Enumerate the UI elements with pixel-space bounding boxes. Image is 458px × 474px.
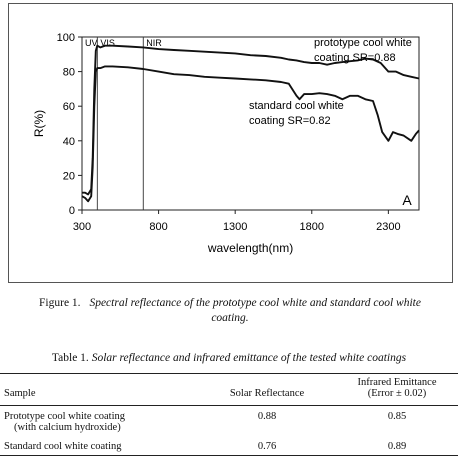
region-label: NIR — [146, 38, 162, 48]
header-solar-reflectance: Solar Reflectance — [198, 373, 336, 406]
table-caption-text: Solar reflectance and infrared emittance… — [91, 352, 407, 364]
row-sample: Prototype cool white coating — [4, 411, 126, 422]
y-tick-label: 0 — [69, 205, 75, 217]
panel-label: A — [402, 192, 412, 208]
results-table: Sample Solar Reflectance Infrared Emitta… — [0, 373, 458, 456]
row-solar: 0.88 — [257, 411, 277, 422]
table-header-row: Sample Solar Reflectance Infrared Emitta… — [0, 373, 458, 406]
header-sample: Sample — [0, 373, 198, 406]
y-axis-label: R(%) — [32, 110, 46, 137]
series-annotation: coating SR=0.88 — [314, 52, 396, 64]
row-sample-cell: Prototype cool white coating (with calci… — [0, 406, 198, 437]
figure-frame: 0 20 40 60 80 100 300 800 1300 1800 2300 wavelength… — [8, 3, 453, 283]
header-ir-line2: (Error ± 0.02) — [367, 388, 427, 399]
table-label: Table 1. — [51, 352, 89, 364]
spectral-reflectance-chart: 0 20 40 60 80 100 300 800 1300 1800 2300 wavelength… — [32, 32, 420, 255]
header-infrared-emittance: Infrared Emittance (Error ± 0.02) — [336, 373, 458, 406]
y-tick-label: 40 — [63, 136, 75, 148]
plot-area — [81, 36, 420, 211]
figure-label: Figure 1. — [39, 297, 81, 309]
figure-caption: Figure 1. Spectral reflectance of the pr… — [20, 296, 440, 326]
row-ir: 0.85 — [387, 411, 407, 422]
row-sample: Standard cool white coating — [0, 436, 198, 456]
x-tick-label: 800 — [149, 221, 167, 233]
series-line-1 — [82, 44, 420, 196]
x-tick-label: 1800 — [300, 221, 324, 233]
row-solar: 0.76 — [198, 436, 336, 456]
series-annotation: prototype cool white — [314, 37, 412, 49]
series-annotation: standard cool white — [249, 100, 344, 112]
y-tick-label: 20 — [63, 170, 75, 182]
y-tick-label: 60 — [63, 101, 75, 113]
series-line-2 — [81, 65, 420, 203]
table-caption: Table 1. Solar reflectance and infrared … — [0, 352, 458, 364]
region-label: UV — [85, 38, 98, 48]
region-label: VIS — [100, 38, 115, 48]
y-tick-label: 100 — [57, 32, 75, 44]
x-tick-label: 2300 — [376, 221, 400, 233]
x-axis-label: wavelength(nm) — [207, 241, 293, 255]
table-row: Standard cool white coating 0.76 0.89 — [0, 436, 458, 456]
y-tick-label: 80 — [63, 67, 75, 79]
x-tick-label: 300 — [73, 221, 91, 233]
row-sample-sub: (with calcium hydroxide) — [14, 422, 121, 433]
figure-caption-text: Spectral reflectance of the prototype co… — [89, 297, 421, 324]
row-ir: 0.89 — [336, 436, 458, 456]
x-tick-label: 1300 — [223, 221, 247, 233]
series-annotation: coating SR=0.82 — [249, 115, 331, 127]
header-ir-line1: Infrared Emittance — [357, 377, 437, 388]
table-row: Prototype cool white coating (with calci… — [0, 406, 458, 437]
